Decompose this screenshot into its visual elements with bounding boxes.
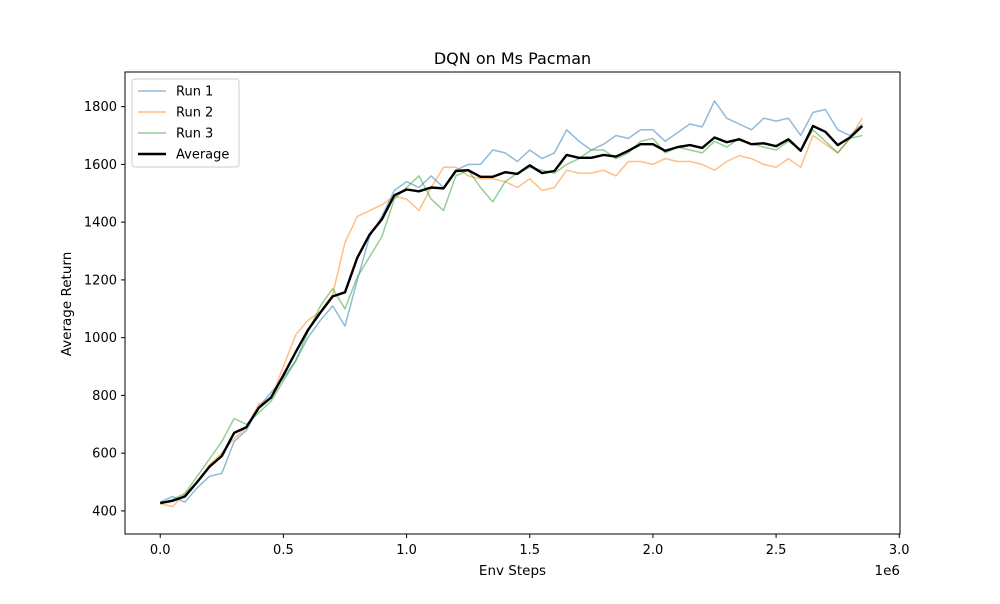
x-tick-label: 1.5 — [519, 543, 540, 558]
y-tick-label: 1400 — [84, 216, 117, 231]
plot-frame — [124, 71, 901, 535]
x-axis-offset-label: 1e6 — [875, 563, 900, 579]
y-tick-label: 800 — [92, 389, 117, 404]
axis-ticks: 0.0 0.5 1.0 1.5 2.0 2.5 3.0 400 600 800 1000 1200 14… — [84, 100, 910, 558]
x-tick-label: 1.0 — [396, 543, 417, 558]
x-tick-label: 0.5 — [273, 543, 294, 558]
y-tick-label: 1200 — [84, 273, 117, 288]
x-tick-label: 3.0 — [889, 543, 910, 558]
y-tick-label: 400 — [92, 504, 117, 519]
series-line-3 — [159, 129, 863, 505]
x-tick-label: 2.5 — [766, 543, 787, 558]
legend-label: Run 1 — [176, 85, 213, 100]
legend: Run 1 Run 2 Run 3 Average — [131, 78, 240, 168]
y-tick-label: 1000 — [84, 331, 117, 346]
chart-title: DQN on Ms Pacman — [434, 49, 591, 68]
x-tick-label: 2.0 — [643, 543, 664, 558]
x-axis-label: Env Steps — [479, 563, 546, 579]
y-tick-label: 600 — [92, 447, 117, 462]
series-line-2 — [160, 117, 863, 508]
y-tick-label: 1800 — [84, 100, 117, 115]
y-tick-label: 1600 — [84, 158, 117, 173]
legend-label: Average — [176, 148, 229, 163]
x-tick-label: 0.0 — [150, 543, 171, 558]
series-lines — [159, 100, 864, 508]
legend-box — [131, 78, 240, 168]
legend-label: Run 3 — [176, 127, 213, 142]
series-line-4 — [159, 124, 864, 505]
y-axis-label: Average Return — [59, 252, 75, 357]
legend-label: Run 2 — [176, 106, 213, 121]
